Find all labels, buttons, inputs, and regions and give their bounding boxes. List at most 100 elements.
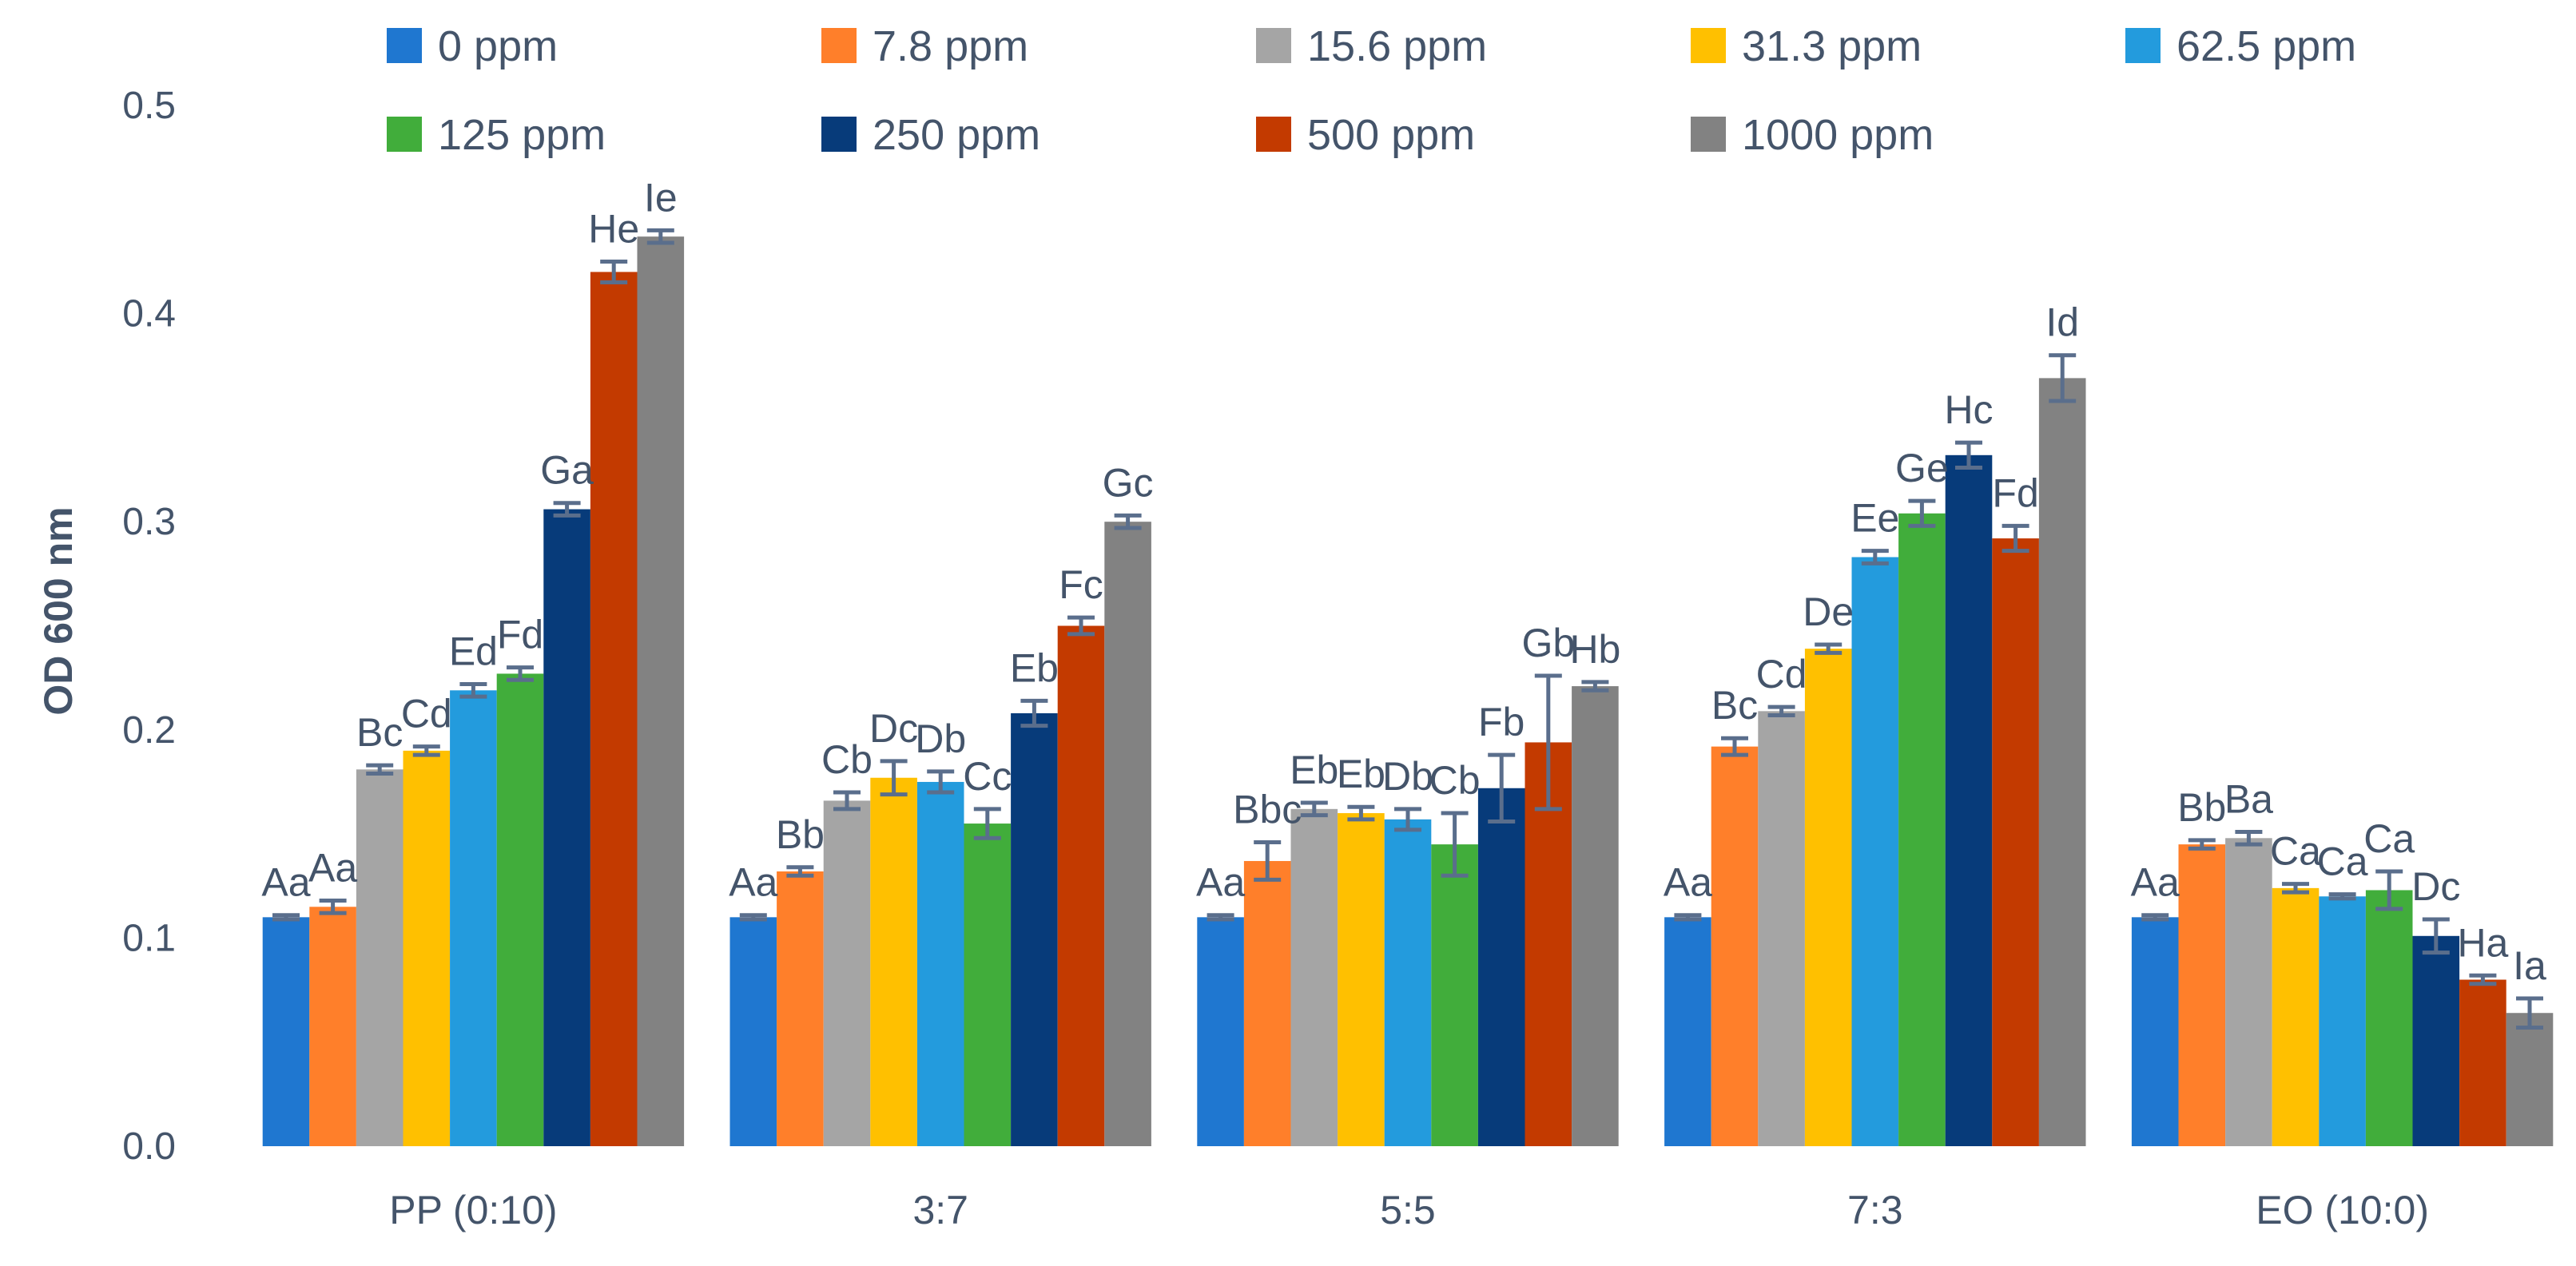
- legend-item: 250 ppm: [821, 111, 1040, 159]
- error-bar: [833, 790, 861, 812]
- bar: [870, 777, 917, 1146]
- bar: [2506, 1013, 2554, 1146]
- error-bar: [1534, 673, 1562, 812]
- x-category-label: 3:7: [912, 1188, 968, 1232]
- legend-item: 7.8 ppm: [821, 22, 1028, 70]
- legend-label: 125 ppm: [438, 111, 606, 159]
- bar: [262, 917, 310, 1146]
- error-bar: [1114, 513, 1142, 530]
- y-tick-label: 0.1: [122, 917, 176, 959]
- error-bar: [1300, 800, 1328, 818]
- bar: [777, 871, 824, 1146]
- legend-swatch: [387, 28, 422, 63]
- legend-swatch: [1691, 28, 1726, 63]
- legend-label: 0 ppm: [438, 22, 558, 70]
- data-label: Fc: [1059, 562, 1103, 607]
- error-bar: [553, 501, 581, 518]
- bar: [1804, 649, 1852, 1146]
- legend-item: 1000 ppm: [1691, 111, 1934, 159]
- data-label: Dc: [869, 706, 918, 751]
- error-bar: [646, 228, 674, 245]
- error-bar: [1347, 804, 1375, 822]
- error-bar: [927, 769, 955, 795]
- bars: [262, 236, 2554, 1147]
- bar: [1477, 788, 1525, 1146]
- legend-label: 250 ppm: [873, 111, 1040, 159]
- bar: [2272, 887, 2320, 1146]
- legend-item: 31.3 ppm: [1691, 22, 1922, 70]
- data-label: Bb: [2177, 785, 2226, 830]
- bar: [1664, 917, 1711, 1146]
- bar: [2459, 979, 2506, 1146]
- data-label: Eb: [1337, 752, 1385, 796]
- data-label: Aa: [2131, 860, 2180, 905]
- error-bar: [1020, 698, 1048, 728]
- bar: [1338, 813, 1385, 1146]
- data-label: Ee: [1851, 496, 1899, 541]
- bar: [1290, 808, 1338, 1146]
- legend-label: 31.3 ppm: [1742, 22, 1922, 70]
- error-bars: [272, 228, 2543, 1030]
- bar: [2038, 378, 2086, 1146]
- legend-label: 62.5 ppm: [2176, 22, 2356, 70]
- bar: [1572, 686, 1619, 1146]
- bar: [2225, 838, 2272, 1146]
- bar: [2178, 844, 2226, 1146]
- data-label: Db: [1382, 754, 1433, 799]
- bar: [916, 781, 964, 1146]
- error-bar: [2188, 838, 2216, 851]
- bar: [309, 907, 356, 1146]
- data-label: Ga: [540, 448, 594, 493]
- legend-label: 500 ppm: [1307, 111, 1475, 159]
- data-label: Cd: [401, 692, 452, 736]
- bar: [1243, 860, 1291, 1146]
- error-bar: [2422, 917, 2450, 955]
- data-label: Ba: [2224, 776, 2273, 821]
- data-label: Gb: [1521, 621, 1575, 665]
- legend-item: 15.6 ppm: [1256, 22, 1487, 70]
- error-bar: [272, 913, 300, 922]
- legend-label: 1000 ppm: [1742, 111, 1934, 159]
- data-label: Fd: [497, 613, 543, 657]
- bar: [2319, 896, 2366, 1146]
- data-label: Ge: [1895, 446, 1949, 490]
- legend-swatch: [387, 117, 422, 152]
- error-bar: [507, 665, 534, 682]
- y-tick-label: 0.5: [122, 85, 176, 127]
- x-category-label: 5:5: [1380, 1188, 1436, 1232]
- bar: [590, 272, 638, 1147]
- data-label: Bc: [356, 710, 403, 755]
- error-bar: [1207, 913, 1234, 922]
- bar: [1711, 746, 1759, 1146]
- bar: [964, 823, 1012, 1146]
- error-bar: [2282, 882, 2309, 895]
- data-label: Fb: [1478, 700, 1525, 744]
- legend-swatch: [821, 28, 857, 63]
- error-bar: [319, 898, 347, 915]
- data-label: Hc: [1944, 387, 1993, 432]
- data-label: Bc: [1711, 683, 1758, 728]
- bar: [1011, 712, 1058, 1146]
- legend-item: 62.5 ppm: [2125, 22, 2356, 70]
- bar: [1057, 625, 1105, 1146]
- data-label: Ie: [644, 175, 678, 220]
- error-bar: [2469, 973, 2497, 986]
- data-label: Ia: [2513, 943, 2546, 988]
- error-bar: [1254, 840, 1282, 882]
- error-bar: [880, 759, 908, 797]
- legend-swatch: [1691, 117, 1726, 152]
- error-bar: [2141, 913, 2169, 922]
- error-bar: [1067, 615, 1095, 637]
- legend-swatch: [2125, 28, 2161, 63]
- legend-label: 15.6 ppm: [1307, 22, 1487, 70]
- legend-item: 125 ppm: [387, 111, 606, 159]
- legend-swatch: [1256, 117, 1291, 152]
- data-label: Id: [2045, 300, 2079, 345]
- data-label: Ca: [2270, 829, 2321, 874]
- error-bar: [1581, 680, 1609, 693]
- data-label: He: [588, 206, 639, 251]
- data-label: Gc: [1103, 460, 1154, 505]
- legend-item: 500 ppm: [1256, 111, 1475, 159]
- data-label: Cc: [963, 754, 1012, 799]
